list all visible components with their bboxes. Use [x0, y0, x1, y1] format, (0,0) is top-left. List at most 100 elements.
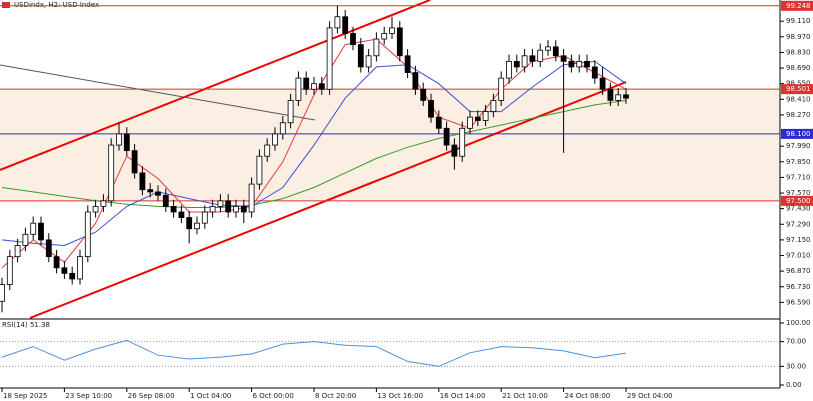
- candle-body: [482, 111, 489, 121]
- candle-body: [279, 122, 286, 135]
- rsi-line: [1, 339, 627, 367]
- level-label: 98.100: [786, 130, 811, 138]
- candle-body: [240, 206, 247, 213]
- candle-body: [389, 27, 395, 34]
- x-tick-label: 1 Oct 04:00: [190, 392, 231, 400]
- candle-body: [248, 183, 255, 213]
- candle-body: [6, 256, 13, 285]
- candle-body: [311, 83, 317, 90]
- x-tick-label: 8 Oct 20:00: [315, 392, 356, 400]
- candle-body: [599, 77, 606, 90]
- rsi-tick-label: 100.00: [786, 319, 811, 327]
- y-tick-label: 96.870: [786, 267, 811, 275]
- candle-body: [584, 60, 590, 68]
- x-tick-label: 23 Sep 10:00: [65, 392, 112, 400]
- level-tag: [781, 195, 813, 206]
- x-tick-label: 24 Oct 08:00: [565, 392, 611, 400]
- rsi-tick-label: 70.00: [786, 338, 806, 346]
- y-tick-label: 96.590: [786, 298, 811, 306]
- channel-lower: [29, 81, 627, 319]
- trend-line: [0, 64, 316, 121]
- candle-body: [591, 66, 598, 79]
- candle-body: [162, 194, 169, 207]
- candle-body: [69, 272, 76, 280]
- candle-body: [342, 16, 349, 34]
- candle-body: [334, 16, 341, 29]
- y-tick-label: 98.550: [786, 80, 811, 88]
- candle-body: [404, 55, 411, 73]
- candle-body: [350, 33, 356, 46]
- y-tick-label: 97.430: [786, 205, 811, 213]
- candle-body: [303, 77, 310, 90]
- chart-title: USDindx, H2: USD Index: [14, 1, 99, 9]
- candle-body: [256, 155, 263, 185]
- candle-body: [295, 77, 302, 101]
- y-tick-label: 98.830: [786, 48, 811, 56]
- channel-upper: [0, 0, 431, 171]
- y-tick-label: 97.710: [786, 173, 811, 181]
- candle-body: [233, 206, 239, 213]
- x-tick-label: 13 Oct 16:00: [377, 392, 423, 400]
- y-tick-label: 99.110: [786, 17, 811, 25]
- y-tick-label: 97.850: [786, 158, 811, 166]
- y-tick-label: 97.150: [786, 236, 811, 244]
- x-tick-label: 29 Oct 04:00: [627, 392, 673, 400]
- rsi-title: RSI(14) 51.38: [2, 321, 50, 329]
- level-tag: [781, 128, 813, 139]
- y-tick-label: 96.730: [786, 283, 811, 291]
- candle-body: [147, 189, 154, 193]
- moving-average: [1, 60, 627, 247]
- x-tick-label: 16 Oct 14:00: [440, 392, 486, 400]
- candle-body: [412, 72, 419, 90]
- y-tick-label: 97.990: [786, 142, 811, 150]
- candle-body: [326, 27, 333, 90]
- y-tick-label: 97.570: [786, 189, 811, 197]
- y-tick-label: 98.410: [786, 95, 811, 103]
- candle-body: [84, 211, 91, 258]
- candle-body: [365, 55, 372, 68]
- candle-body: [318, 83, 325, 90]
- candle-body: [545, 46, 551, 51]
- candle-body: [123, 133, 130, 152]
- y-tick-label: 98.970: [786, 33, 811, 41]
- candle-body: [186, 217, 193, 230]
- candle-body: [467, 116, 473, 129]
- candle-body: [521, 55, 528, 68]
- candle-body: [474, 116, 481, 121]
- candle-body: [217, 200, 224, 207]
- candle-body: [22, 233, 29, 246]
- level-tag: [781, 84, 813, 95]
- candle-body: [45, 239, 52, 258]
- candle-body: [0, 284, 5, 302]
- candle-body: [490, 100, 497, 112]
- candle-body: [139, 172, 146, 191]
- candle-body: [209, 206, 216, 213]
- candle-body: [381, 33, 388, 40]
- candle-body: [459, 127, 466, 157]
- candle-body: [435, 116, 442, 129]
- candle-body: [92, 206, 99, 213]
- level-label: 97.500: [786, 197, 811, 205]
- candle-body: [116, 133, 122, 146]
- candle-body: [623, 94, 629, 99]
- candle-body: [194, 222, 200, 230]
- candle-body: [552, 46, 559, 57]
- candle-body: [513, 60, 520, 68]
- candle-body: [225, 200, 232, 213]
- y-tick-label: 97.290: [786, 220, 811, 228]
- x-tick-label: 21 Oct 10:00: [502, 392, 548, 400]
- candle-body: [428, 100, 434, 118]
- candle-body: [357, 44, 364, 68]
- level-label: 98.501: [786, 85, 811, 93]
- candle-body: [506, 60, 512, 79]
- candle-body: [287, 100, 294, 124]
- candle-body: [560, 55, 567, 62]
- y-tick-label: 97.010: [786, 252, 811, 260]
- candle-body: [264, 144, 271, 157]
- candle-body: [537, 49, 544, 62]
- candle-body: [108, 144, 115, 202]
- candle-body: [53, 256, 60, 269]
- candle-body: [170, 206, 177, 213]
- candle-body: [443, 127, 450, 146]
